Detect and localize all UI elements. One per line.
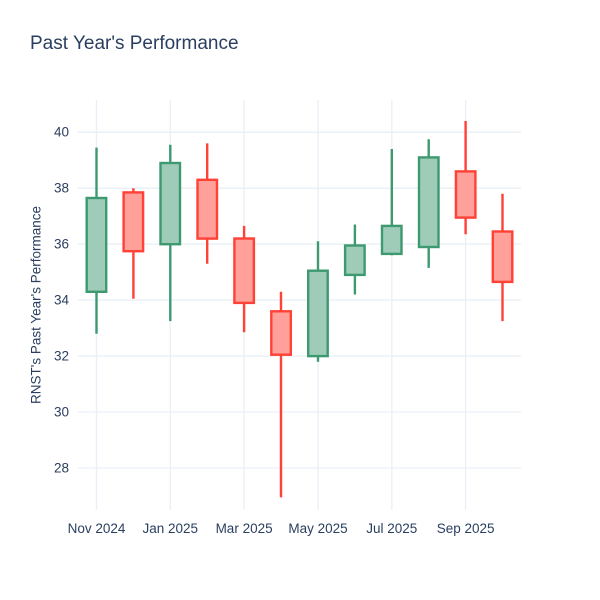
chart-title: Past Year's Performance (30, 33, 239, 54)
candle-body (307, 269, 329, 358)
x-tick-label: May 2025 (288, 521, 347, 536)
y-tick-label: 36 (54, 237, 69, 252)
candle-jul-2025[interactable] (380, 149, 403, 256)
candle-jan-2025[interactable] (159, 144, 182, 322)
candle-dec-2024[interactable] (122, 188, 145, 299)
candle-body (454, 170, 477, 219)
y-tick-label: 32 (54, 349, 69, 364)
candle-body (122, 191, 145, 253)
y-axis-title: RNST's Past Year's Performance (28, 206, 44, 404)
y-tick-label: 30 (54, 405, 69, 420)
y-axis-tick-labels: 28 30 32 34 36 38 40 (54, 125, 70, 476)
x-tick-label: Jul 2025 (366, 521, 417, 536)
candle-body (233, 237, 256, 305)
y-tick-label: 40 (54, 125, 69, 140)
candle-body (85, 196, 108, 294)
y-tick-label: 38 (54, 181, 69, 196)
candle-body (417, 156, 440, 249)
candle-oct-2025[interactable] (491, 193, 514, 322)
candle-mar-2025[interactable] (233, 225, 256, 333)
candle-apr-2025[interactable] (270, 291, 292, 498)
x-tick-label: Sep 2025 (437, 521, 495, 536)
y-tick-label: 28 (54, 461, 69, 476)
x-tick-label: Mar 2025 (216, 521, 273, 536)
candle-aug-2025[interactable] (417, 139, 440, 268)
y-tick-label: 34 (54, 293, 70, 308)
candle-body (491, 230, 514, 284)
candle-may-2025[interactable] (307, 241, 329, 362)
candle-nov-2024[interactable] (85, 147, 108, 334)
candle-sep-2025[interactable] (454, 121, 477, 235)
candle-body (380, 224, 403, 256)
candle-body (196, 178, 219, 240)
x-tick-label: Nov 2024 (68, 521, 126, 536)
candle-jun-2025[interactable] (343, 224, 366, 295)
candle-feb-2025[interactable] (196, 143, 219, 264)
gridlines (78, 100, 521, 510)
candle-body (343, 244, 366, 277)
x-tick-label: Jan 2025 (143, 521, 199, 536)
x-axis-tick-labels: Nov 2024 Jan 2025 Mar 2025 May 2025 Jul 2025… (68, 521, 495, 536)
candle-body (159, 161, 182, 246)
candle-body (270, 310, 292, 356)
